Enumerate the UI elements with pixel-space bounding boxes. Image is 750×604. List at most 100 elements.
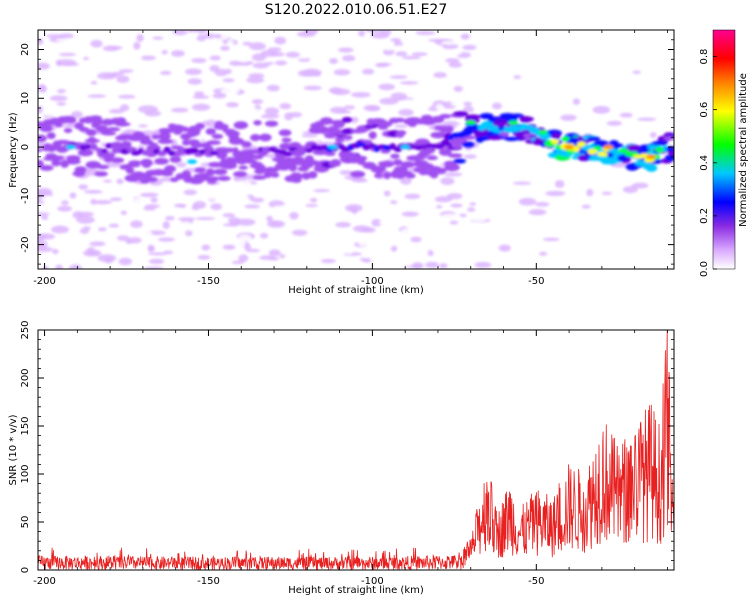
heatmap-noise-cell: [260, 49, 278, 57]
heatmap-noise-cell: [619, 112, 633, 118]
heatmap-noise-cell: [99, 33, 118, 40]
heatmap-noise-cell: [512, 181, 532, 185]
heatmap-ridge-cell: [374, 173, 383, 178]
heatmap-noise-cell: [60, 104, 75, 113]
heatmap-ridge-cell: [430, 131, 447, 139]
heatmap-ridge-cell: [225, 130, 240, 137]
heatmap-noise-cell: [365, 30, 381, 33]
heatmap-noise-cell: [560, 114, 577, 121]
heatmap-noise-cell: [220, 88, 240, 95]
heatmap-noise-cell: [63, 62, 80, 66]
heatmap-noise-cell: [41, 195, 55, 203]
heatmap-noise-cell: [49, 95, 68, 102]
heatmap-ridge-cell: [519, 115, 532, 123]
heatmap-noise-cell: [96, 72, 117, 80]
heatmap-noise-cell: [469, 202, 476, 206]
heatmap-ridge-cell: [164, 165, 177, 173]
heatmap-noise-cell: [116, 34, 133, 42]
heatmap-noise-cell: [61, 247, 75, 255]
heatmap-noise-cell: [130, 220, 143, 229]
heatmap-ridge-cell: [370, 165, 387, 173]
heatmap-ridge-cell: [65, 117, 77, 124]
heatmap-noise-cell: [399, 203, 418, 209]
heatmap-noise-cell: [175, 240, 194, 245]
heatmap-ridge-cell: [292, 156, 305, 162]
heatmap-noise-cell: [491, 234, 510, 239]
heatmap-noise-cell: [321, 64, 338, 69]
heatmap-noise-cell: [395, 51, 408, 57]
heatmap-noise-cell: [344, 246, 354, 255]
heatmap-noise-cell: [448, 245, 460, 254]
heatmap-noise-cell: [52, 248, 59, 255]
heatmap-noise-cell: [118, 54, 131, 62]
heatmap-noise-cell: [423, 244, 442, 249]
heatmap-noise-cell: [403, 65, 414, 70]
heatmap-ridge-core: [460, 130, 472, 137]
heatmap-noise-cell: [317, 191, 337, 198]
heatmap-ridge: [38, 111, 674, 185]
heatmap-noise-cell: [171, 61, 191, 68]
heatmap-noise-cell: [176, 161, 187, 168]
heatmap-ridge-cell: [324, 132, 337, 139]
heatmap-ridge-cell: [154, 157, 169, 165]
x-tick-label: -200: [33, 576, 56, 587]
heatmap-noise-cell: [147, 244, 155, 253]
heatmap-noise-cell: [237, 195, 250, 203]
heatmap-noise-cell: [231, 226, 239, 231]
heatmap-noise-cell: [268, 249, 281, 257]
heatmap-noise-cell: [96, 99, 116, 106]
heatmap-noise-cell: [222, 119, 238, 126]
heatmap-noise-cell: [87, 94, 107, 98]
heatmap-noise-cell: [247, 108, 262, 115]
heatmap-noise-cell: [97, 254, 117, 263]
heatmap-ridge-core: [101, 148, 108, 154]
heatmap-noise-cell: [383, 190, 391, 197]
heatmap-noise-cell: [463, 101, 473, 106]
heatmap-noise-cell: [274, 36, 287, 45]
heatmap-ridge-cell: [368, 131, 377, 140]
heatmap-noise-cell: [238, 254, 249, 262]
heatmap-noise-cell: [123, 45, 132, 54]
heatmap-noise-cell: [108, 108, 125, 114]
heatmap-noise-cell: [82, 56, 90, 61]
heatmap-ridge-cell: [453, 158, 466, 164]
heatmap-noise-cell: [449, 220, 459, 225]
heatmap-noise-cell: [119, 104, 130, 112]
heatmap-noise-cell: [413, 103, 431, 110]
heatmap-noise-cell: [144, 204, 161, 208]
heatmap-noise-cell: [435, 103, 444, 111]
heatmap-noise-cell: [301, 134, 318, 138]
y-tick-label: 0: [20, 144, 31, 150]
heatmap-noise-cell: [406, 37, 422, 41]
heatmap-noise-cell: [435, 30, 455, 36]
heatmap-noise-cell: [76, 216, 95, 224]
heatmap-noise-cell: [117, 94, 136, 99]
heatmap-noise-cell: [108, 223, 120, 228]
heatmap-noise-cell: [264, 107, 280, 116]
heatmap-ridge-cell: [238, 165, 248, 170]
colorbar-tick-label: 0.6: [699, 102, 710, 118]
heatmap-noise-cell: [444, 172, 463, 177]
heatmap-noise-cell: [425, 261, 439, 269]
heatmap-ridge-cell: [586, 136, 601, 141]
heatmap-noise-cell: [180, 221, 192, 228]
heatmap-noise-cell: [55, 264, 64, 269]
heatmap-noise-cell: [159, 70, 172, 76]
heatmap-hotspot: [564, 144, 575, 150]
heatmap-noise-cell: [399, 99, 419, 105]
heatmap-noise-cell: [457, 188, 478, 193]
x-tick-label: -150: [197, 576, 220, 587]
heatmap-noise-cell: [116, 75, 130, 83]
heatmap-noise-cell: [344, 204, 363, 212]
heatmap-noise-cell: [87, 223, 106, 228]
heatmap-noise-cell: [455, 124, 466, 129]
heatmap-noise-cell: [222, 213, 236, 218]
heatmap-noise-cell: [363, 202, 379, 210]
heatmap-noise-cell: [466, 207, 476, 212]
heatmap-hotspot: [465, 120, 476, 125]
heatmap-noise-cell: [38, 246, 54, 253]
heatmap-ridge-cell: [393, 117, 406, 123]
snr-frame: [37, 329, 675, 571]
y-tick-label: 0: [20, 567, 31, 573]
